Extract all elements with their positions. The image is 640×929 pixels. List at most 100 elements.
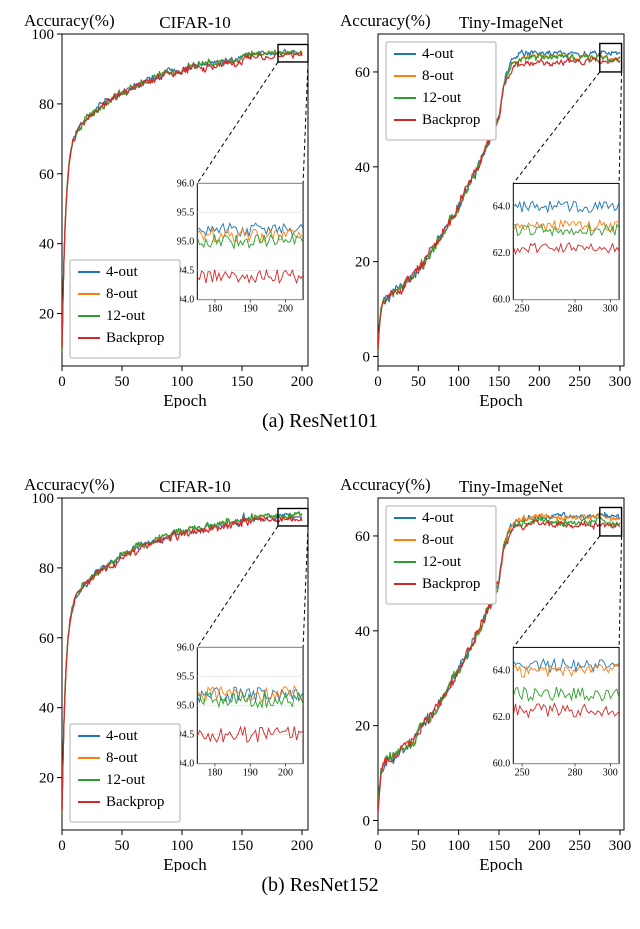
svg-text:190: 190 — [243, 768, 258, 779]
svg-text:Accuracy(%): Accuracy(%) — [340, 11, 431, 30]
svg-text:12-out: 12-out — [422, 90, 462, 106]
chart-cell: Accuracy(%)CIFAR-10204060801000501001502… — [8, 472, 316, 872]
svg-text:96.0: 96.0 — [177, 178, 195, 189]
svg-text:8-out: 8-out — [106, 286, 138, 302]
svg-text:64.0: 64.0 — [493, 666, 511, 677]
svg-text:Tiny-ImageNet: Tiny-ImageNet — [459, 477, 563, 496]
svg-text:250: 250 — [515, 304, 530, 315]
svg-text:250: 250 — [515, 768, 530, 779]
svg-text:0: 0 — [363, 350, 371, 366]
svg-text:280: 280 — [568, 304, 583, 315]
svg-text:150: 150 — [231, 838, 254, 854]
svg-text:200: 200 — [528, 374, 551, 390]
svg-text:300: 300 — [609, 374, 632, 390]
svg-text:95.5: 95.5 — [177, 207, 195, 218]
svg-text:150: 150 — [231, 374, 254, 390]
svg-text:Epoch: Epoch — [163, 391, 207, 408]
svg-text:80: 80 — [39, 97, 54, 113]
svg-text:100: 100 — [447, 838, 470, 854]
svg-text:0: 0 — [374, 374, 382, 390]
row-resnet152: Accuracy(%) CIFAR-10 20 40 60 80 100 0 50 100 150 2… — [0, 472, 640, 872]
svg-text:Accuracy(%): Accuracy(%) — [340, 475, 431, 494]
svg-text:60: 60 — [39, 167, 54, 183]
svg-text:200: 200 — [278, 304, 293, 315]
svg-text:60.0: 60.0 — [493, 759, 511, 770]
svg-text:100: 100 — [171, 374, 194, 390]
chart-r101-cifar: Accuracy(%)CIFAR-10204060801000501001502… — [8, 8, 316, 408]
svg-text:64.0: 64.0 — [493, 202, 511, 213]
svg-text:80: 80 — [39, 561, 54, 577]
svg-text:20: 20 — [355, 255, 370, 271]
svg-text:40: 40 — [39, 701, 54, 717]
svg-text:95.5: 95.5 — [177, 671, 195, 682]
svg-text:Epoch: Epoch — [163, 855, 207, 872]
svg-text:20: 20 — [39, 307, 54, 323]
svg-text:50: 50 — [411, 838, 426, 854]
svg-text:Backprop: Backprop — [422, 576, 480, 592]
svg-text:60: 60 — [355, 529, 370, 545]
chart-cell: Accuracy(%) Tiny-ImageNet 0 20 40 60 0 50 100 150… — [324, 8, 632, 408]
svg-text:12-out: 12-out — [106, 308, 146, 324]
svg-text:50: 50 — [115, 838, 130, 854]
svg-text:Epoch: Epoch — [479, 391, 523, 408]
chart-r101-tiny: Accuracy(%) Tiny-ImageNet 0 20 40 60 0 50 100 150… — [324, 8, 632, 408]
svg-text:95.0: 95.0 — [177, 701, 195, 712]
svg-text:Backprop: Backprop — [106, 794, 164, 810]
svg-text:250: 250 — [568, 374, 591, 390]
svg-text:100: 100 — [171, 838, 194, 854]
svg-text:200: 200 — [291, 838, 314, 854]
svg-text:40: 40 — [355, 624, 370, 640]
svg-text:0: 0 — [58, 838, 66, 854]
svg-text:0: 0 — [58, 374, 66, 390]
svg-text:20: 20 — [355, 719, 370, 735]
svg-text:Backprop: Backprop — [422, 112, 480, 128]
svg-text:40: 40 — [39, 237, 54, 253]
svg-text:100: 100 — [447, 374, 470, 390]
svg-text:50: 50 — [411, 374, 426, 390]
svg-text:180: 180 — [207, 304, 222, 315]
svg-text:12-out: 12-out — [106, 772, 146, 788]
svg-text:60.0: 60.0 — [493, 295, 511, 306]
svg-text:Tiny-ImageNet: Tiny-ImageNet — [459, 13, 563, 32]
svg-text:8-out: 8-out — [422, 532, 454, 548]
svg-text:180: 180 — [207, 768, 222, 779]
chart-r152-tiny: Accuracy(%) Tiny-ImageNet 0 20 40 60 0 50 100 150… — [324, 472, 632, 872]
svg-text:100: 100 — [32, 27, 55, 43]
svg-text:12-out: 12-out — [422, 554, 462, 570]
svg-text:150: 150 — [488, 838, 511, 854]
svg-text:Backprop: Backprop — [106, 330, 164, 346]
svg-text:4-out: 4-out — [422, 510, 454, 526]
svg-text:300: 300 — [609, 838, 632, 854]
svg-text:4-out: 4-out — [422, 46, 454, 62]
svg-text:CIFAR-10: CIFAR-10 — [159, 477, 230, 496]
svg-text:96.0: 96.0 — [177, 642, 195, 653]
svg-text:8-out: 8-out — [422, 68, 454, 84]
svg-text:100: 100 — [32, 491, 55, 507]
svg-text:62.0: 62.0 — [493, 248, 511, 259]
caption-b: (b) ResNet152 — [0, 874, 640, 897]
svg-text:0: 0 — [363, 814, 371, 830]
svg-text:4-out: 4-out — [106, 264, 138, 280]
chart-cell: Accuracy(%)CIFAR-10204060801000501001502… — [8, 8, 316, 408]
caption-a: (a) ResNet101 — [0, 410, 640, 433]
svg-text:200: 200 — [291, 374, 314, 390]
svg-text:200: 200 — [278, 768, 293, 779]
svg-text:8-out: 8-out — [106, 750, 138, 766]
svg-text:200: 200 — [528, 838, 551, 854]
svg-text:150: 150 — [488, 374, 511, 390]
svg-text:62.0: 62.0 — [493, 712, 511, 723]
svg-text:190: 190 — [243, 304, 258, 315]
svg-text:60: 60 — [355, 65, 370, 81]
svg-text:300: 300 — [603, 304, 618, 315]
svg-text:250: 250 — [568, 838, 591, 854]
chart-cell: Accuracy(%) Tiny-ImageNet 0 20 40 60 0 50 100 150… — [324, 472, 632, 872]
svg-text:20: 20 — [39, 771, 54, 787]
svg-text:Epoch: Epoch — [479, 855, 523, 872]
svg-text:300: 300 — [603, 768, 618, 779]
svg-text:0: 0 — [374, 838, 382, 854]
svg-text:60: 60 — [39, 631, 54, 647]
chart-r152-cifar: Accuracy(%)CIFAR-10204060801000501001502… — [8, 472, 316, 872]
svg-text:40: 40 — [355, 160, 370, 176]
svg-text:50: 50 — [115, 374, 130, 390]
svg-text:280: 280 — [568, 768, 583, 779]
